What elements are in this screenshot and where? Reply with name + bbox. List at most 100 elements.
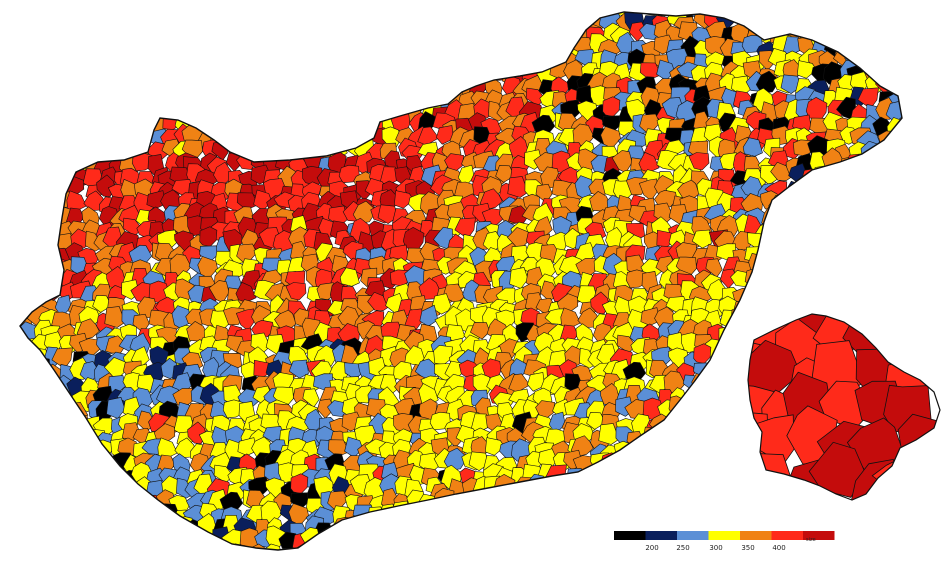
municipality-cell: [891, 129, 902, 150]
municipality-cell: [46, 49, 67, 72]
municipality-cell: [649, 443, 672, 464]
municipality-cell: [693, 499, 719, 524]
municipality-cell: [885, 333, 902, 355]
municipality-cell: [20, 153, 24, 175]
municipality-cell: [52, 114, 73, 136]
municipality-cell: [94, 61, 116, 81]
municipality-cell: [849, 502, 869, 521]
budapest-inset: [747, 313, 941, 501]
municipality-cell: [46, 20, 68, 43]
municipality-cell: [565, 12, 585, 32]
municipality-cell: [188, 36, 211, 57]
municipality-cell: [381, 92, 403, 113]
municipality-cell: [792, 217, 814, 241]
municipality-cell: [527, 503, 548, 522]
municipality-cell: [834, 13, 856, 34]
municipality-cell: [395, 86, 417, 108]
municipality-cell: [548, 12, 568, 23]
municipality-cell: [865, 549, 887, 550]
municipality-cell: [523, 494, 543, 513]
municipality-cell: [707, 416, 728, 439]
municipality-cell: [519, 520, 542, 542]
municipality-cell: [328, 53, 350, 72]
municipality-cell: [801, 255, 822, 276]
municipality-cell: [617, 465, 638, 488]
municipality-cell: [819, 208, 841, 229]
municipality-cell: [821, 193, 841, 215]
municipality-cell: [747, 306, 767, 328]
municipality-cell: [579, 506, 599, 527]
municipality-cell: [352, 200, 374, 224]
municipality-cell: [149, 528, 170, 549]
municipality-cell: [435, 12, 456, 28]
municipality-cell: [186, 92, 207, 114]
municipality-cell: [367, 291, 389, 312]
municipality-cell: [125, 114, 144, 133]
municipality-cell: [872, 482, 894, 500]
municipality-cell: [405, 515, 424, 536]
municipality-cell: [119, 63, 138, 82]
municipality-cell: [83, 100, 101, 119]
municipality-cell: [343, 116, 363, 135]
municipality-cell: [290, 12, 311, 17]
municipality-cell: [170, 532, 193, 550]
municipality-cell: [144, 61, 164, 85]
municipality-cell: [757, 12, 774, 14]
municipality-cell: [81, 115, 102, 140]
municipality-cell: [107, 50, 132, 71]
municipality-cell: [170, 12, 195, 35]
municipality-cell: [532, 12, 553, 31]
municipality-cell: [364, 61, 386, 87]
municipality-cell: [353, 58, 377, 81]
municipality-cell: [887, 12, 902, 36]
municipality-cell: [352, 90, 373, 112]
municipality-cell: [823, 495, 842, 517]
municipality-cell: [131, 60, 154, 79]
municipality-cell: [384, 54, 405, 75]
municipality-cell: [42, 12, 61, 22]
municipality-cell: [285, 282, 307, 301]
municipality-cell: [20, 339, 24, 360]
municipality-cell: [20, 65, 24, 89]
municipality-cell: [70, 492, 91, 512]
municipality-cell: [572, 470, 596, 492]
municipality-cell: [598, 423, 620, 445]
municipality-cell: [33, 515, 56, 536]
municipality-cell: [566, 468, 588, 483]
municipality-cell: [328, 360, 348, 381]
municipality-cell: [69, 469, 91, 490]
municipality-cell: [847, 23, 868, 41]
municipality-cell: [20, 241, 34, 262]
municipality-cell: [483, 530, 506, 550]
municipality-cell: [781, 12, 801, 20]
municipality-cell: [20, 48, 21, 66]
municipality-cell: [422, 12, 443, 19]
municipality-cell: [30, 32, 49, 53]
municipality-cell: [274, 77, 295, 99]
municipality-cell: [329, 128, 352, 150]
municipality-cell: [30, 23, 54, 45]
municipality-cell: [246, 76, 270, 100]
municipality-cell: [171, 516, 194, 537]
municipality-cell: [873, 259, 892, 281]
municipality-cell: [668, 464, 686, 483]
municipality-cell: [680, 438, 703, 459]
municipality-cell: [97, 126, 118, 145]
municipality-cell: [545, 544, 567, 550]
municipality-cell: [105, 488, 125, 509]
legend-swatch: [803, 531, 835, 540]
municipality-cell: [318, 48, 337, 69]
municipality-cell: [20, 493, 27, 517]
municipality-cell: [360, 541, 378, 550]
municipality-cell: [20, 425, 25, 446]
municipality-cell: [847, 288, 871, 308]
municipality-cell: [430, 36, 450, 58]
municipality-cell: [198, 544, 217, 550]
municipality-cell: [299, 62, 320, 86]
municipality-cell: [407, 23, 427, 45]
municipality-cell: [888, 40, 902, 60]
municipality-cell: [41, 140, 63, 162]
municipality-cell: [30, 54, 52, 75]
municipality-cell: [307, 138, 328, 159]
municipality-cell: [848, 519, 870, 539]
